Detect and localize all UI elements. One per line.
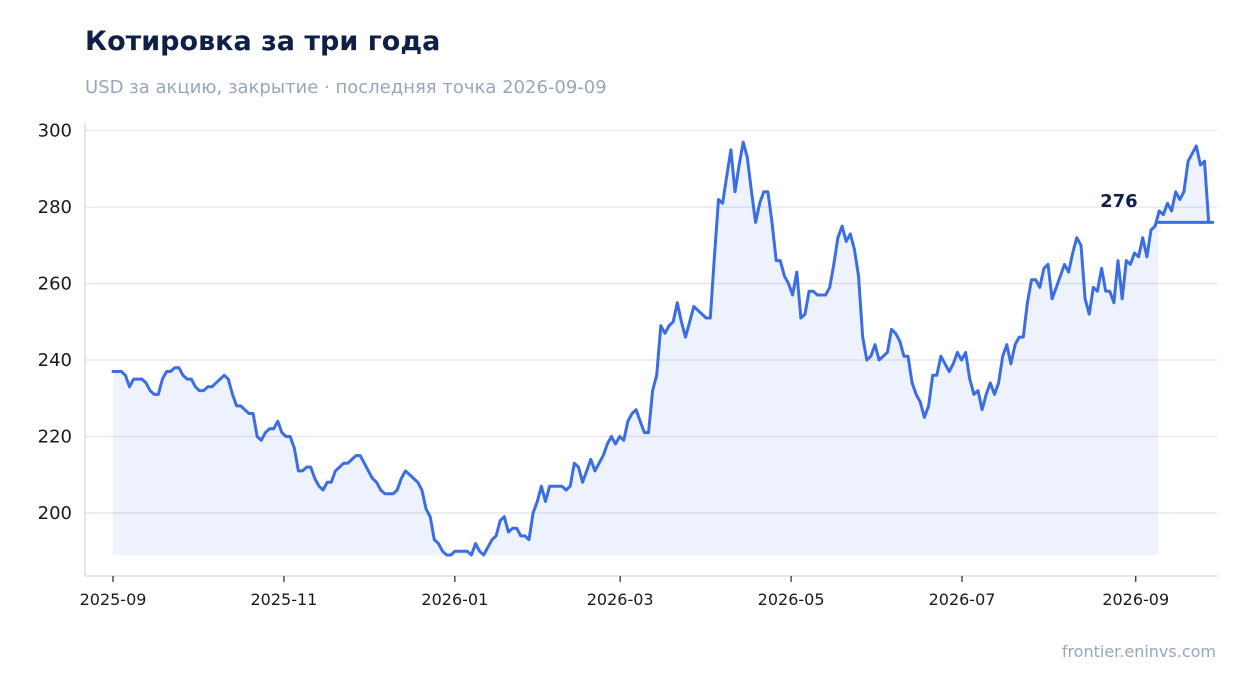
y-tick-label-260: 260 — [38, 274, 72, 295]
x-tick-label-2026-03: 2026-03 — [587, 590, 654, 609]
y-tick-label-280: 280 — [38, 197, 72, 218]
x-tick-label-2026-05: 2026-05 — [758, 590, 825, 609]
x-tick-label-2026-01: 2026-01 — [421, 590, 488, 609]
series-line — [111, 140, 1215, 557]
source-credit: frontier.eninvs.com — [1061, 642, 1216, 661]
series-area-fill — [113, 142, 1213, 555]
y-tick-label-220: 220 — [38, 426, 72, 447]
x-tick-label-2026-07: 2026-07 — [929, 590, 996, 609]
y-tick-labels: 200 220 240 260 280 300 — [38, 121, 72, 524]
grid-lines — [85, 129, 1217, 514]
y-tick-label-300: 300 — [38, 121, 72, 142]
x-tick-label-2025-09: 2025-09 — [80, 590, 147, 609]
y-tick-label-200: 200 — [38, 503, 72, 524]
x-ticks: 2025-09 2025-11 2026-01 2026-03 2026-05 2026-… — [80, 576, 1169, 609]
chart-title: Котировка за три года — [85, 26, 441, 57]
last-value-label: 276 — [1100, 191, 1138, 212]
chart-subtitle: USD за акцию, закрытие · последняя точка… — [85, 77, 607, 98]
series — [111, 140, 1215, 557]
x-tick-label-2025-11: 2025-11 — [251, 590, 318, 609]
y-tick-label-240: 240 — [38, 350, 72, 371]
axes — [84, 123, 1217, 577]
x-tick-label-2026-09: 2026-09 — [1102, 590, 1169, 609]
